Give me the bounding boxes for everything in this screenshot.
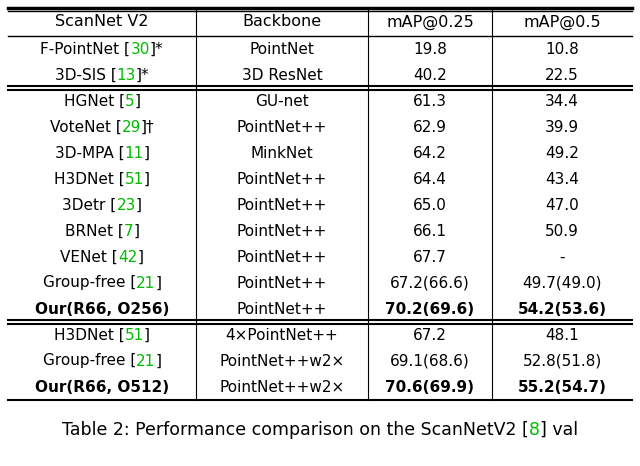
Text: PointNet++: PointNet++ (237, 224, 327, 239)
Text: -: - (559, 249, 564, 265)
Text: 4×PointNet++: 4×PointNet++ (226, 328, 339, 343)
Text: 51: 51 (125, 171, 144, 186)
Text: PointNet++w2×: PointNet++w2× (220, 379, 344, 395)
Text: 49.7(49.0): 49.7(49.0) (522, 275, 602, 290)
Text: 22.5: 22.5 (545, 68, 579, 82)
Text: 67.2: 67.2 (413, 328, 447, 343)
Text: HGNet [: HGNet [ (63, 94, 125, 109)
Text: 8: 8 (529, 421, 540, 439)
Text: ]: ] (134, 94, 140, 109)
Text: 3D-MPA [: 3D-MPA [ (54, 145, 124, 160)
Text: ]*: ]* (136, 68, 149, 82)
Text: 3D ResNet: 3D ResNet (242, 68, 323, 82)
Text: ]: ] (144, 328, 150, 343)
Text: 34.4: 34.4 (545, 94, 579, 109)
Text: 55.2(54.7): 55.2(54.7) (518, 379, 607, 395)
Text: PointNet++w2×: PointNet++w2× (220, 354, 344, 369)
Text: 64.4: 64.4 (413, 171, 447, 186)
Text: H3DNet [: H3DNet [ (54, 171, 125, 186)
Text: 42: 42 (118, 249, 138, 265)
Text: 21: 21 (136, 275, 156, 290)
Text: H3DNet [: H3DNet [ (54, 328, 125, 343)
Text: 19.8: 19.8 (413, 41, 447, 56)
Text: 54.2(53.6): 54.2(53.6) (518, 302, 607, 316)
Text: 39.9: 39.9 (545, 119, 579, 135)
Text: ]: ] (143, 145, 149, 160)
Text: ]: ] (156, 275, 161, 290)
Text: 66.1: 66.1 (413, 224, 447, 239)
Text: Table 2: Performance comparison on the ScanNetV2 [: Table 2: Performance comparison on the S… (62, 421, 529, 439)
Text: 49.2: 49.2 (545, 145, 579, 160)
Text: 10.8: 10.8 (545, 41, 579, 56)
Text: PointNet++: PointNet++ (237, 249, 327, 265)
Text: Backbone: Backbone (243, 14, 321, 29)
Text: PointNet++: PointNet++ (237, 302, 327, 316)
Text: ]: ] (138, 249, 143, 265)
Text: 67.7: 67.7 (413, 249, 447, 265)
Text: 61.3: 61.3 (413, 94, 447, 109)
Text: PointNet: PointNet (250, 41, 314, 56)
Text: PointNet++: PointNet++ (237, 119, 327, 135)
Text: ]: ] (144, 171, 150, 186)
Text: PointNet++: PointNet++ (237, 171, 327, 186)
Text: 52.8(51.8): 52.8(51.8) (522, 354, 602, 369)
Text: 29: 29 (122, 119, 141, 135)
Text: BRNet [: BRNet [ (65, 224, 124, 239)
Text: 47.0: 47.0 (545, 198, 579, 212)
Text: Our(R66, O512): Our(R66, O512) (35, 379, 169, 395)
Text: 64.2: 64.2 (413, 145, 447, 160)
Text: 7: 7 (124, 224, 133, 239)
Text: 48.1: 48.1 (545, 328, 579, 343)
Text: ]: ] (156, 354, 161, 369)
Text: 50.9: 50.9 (545, 224, 579, 239)
Text: 70.6(69.9): 70.6(69.9) (385, 379, 474, 395)
Text: GU-net: GU-net (255, 94, 309, 109)
Text: ]: ] (136, 198, 142, 212)
Text: ] val: ] val (540, 421, 578, 439)
Text: 43.4: 43.4 (545, 171, 579, 186)
Text: 3Detr [: 3Detr [ (62, 198, 116, 212)
Text: Group-free [: Group-free [ (43, 354, 136, 369)
Text: 69.1(68.6): 69.1(68.6) (390, 354, 470, 369)
Text: 11: 11 (124, 145, 143, 160)
Text: Our(R66, O256): Our(R66, O256) (35, 302, 169, 316)
Text: 5: 5 (125, 94, 134, 109)
Text: ]: ] (133, 224, 140, 239)
Text: 3D-SIS [: 3D-SIS [ (54, 68, 116, 82)
Text: F-PointNet [: F-PointNet [ (40, 41, 131, 56)
Text: 67.2(66.6): 67.2(66.6) (390, 275, 470, 290)
Text: 40.2: 40.2 (413, 68, 447, 82)
Text: 62.9: 62.9 (413, 119, 447, 135)
Text: mAP@0.25: mAP@0.25 (386, 14, 474, 30)
Text: 70.2(69.6): 70.2(69.6) (385, 302, 475, 316)
Text: Group-free [: Group-free [ (43, 275, 136, 290)
Text: ScanNet V2: ScanNet V2 (55, 14, 148, 29)
Text: 21: 21 (136, 354, 156, 369)
Text: 51: 51 (125, 328, 144, 343)
Text: PointNet++: PointNet++ (237, 198, 327, 212)
Text: 13: 13 (116, 68, 136, 82)
Text: VoteNet [: VoteNet [ (50, 119, 122, 135)
Text: MinkNet: MinkNet (251, 145, 314, 160)
Text: PointNet++: PointNet++ (237, 275, 327, 290)
Text: ]*: ]* (150, 41, 163, 56)
Text: mAP@0.5: mAP@0.5 (523, 14, 601, 30)
Text: 65.0: 65.0 (413, 198, 447, 212)
Text: 23: 23 (116, 198, 136, 212)
Text: 30: 30 (131, 41, 150, 56)
Text: VENet [: VENet [ (61, 249, 118, 265)
Text: ]†: ]† (141, 119, 154, 135)
